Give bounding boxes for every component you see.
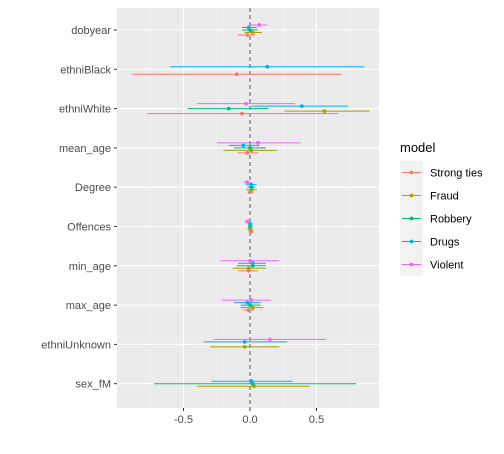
legend: model Strong ties Fraud Robbery Drugs Violen… bbox=[400, 140, 483, 276]
point-estimate bbox=[234, 72, 239, 77]
legend-entries: Strong ties Fraud Robbery Drugs Violent bbox=[400, 161, 483, 276]
x-tick-label: 0.0 bbox=[242, 414, 257, 426]
y-tick-label: Offences bbox=[67, 222, 111, 234]
y-tick-label: ethniWhite bbox=[59, 104, 111, 116]
y-tick-label: Degree bbox=[75, 182, 111, 194]
y-tick-label: ethniBlack bbox=[60, 64, 111, 76]
y-tick-label: dobyear bbox=[71, 25, 111, 37]
legend-label: Strong ties bbox=[430, 168, 483, 180]
x-axis-ticks: -0.5 0.0 0.5 bbox=[174, 408, 324, 426]
legend-key-point bbox=[409, 216, 414, 221]
series-group bbox=[196, 23, 326, 342]
y-tick-label: sex_fM bbox=[76, 379, 111, 391]
point-estimate bbox=[256, 141, 260, 145]
point-estimate bbox=[226, 106, 231, 111]
legend-key-point bbox=[409, 193, 414, 198]
point-estimate bbox=[249, 379, 254, 384]
point-estimate bbox=[268, 337, 272, 342]
y-tick-label: mean_age bbox=[59, 143, 111, 155]
point-estimate bbox=[299, 104, 304, 108]
point-estimate bbox=[244, 101, 248, 106]
legend-label: Robbery bbox=[430, 214, 472, 226]
point-estimate bbox=[245, 33, 250, 37]
point-estimate bbox=[245, 151, 250, 155]
series-group bbox=[154, 28, 357, 386]
series-group bbox=[131, 33, 342, 312]
legend-label: Drugs bbox=[430, 237, 460, 249]
point-estimate bbox=[248, 222, 252, 226]
y-axis-ticks: dobyear ethniBlack ethniWhite mean_age Degre… bbox=[41, 25, 117, 391]
plot-panel bbox=[117, 8, 379, 408]
legend-key-point bbox=[409, 170, 414, 175]
x-tick-label: -0.5 bbox=[174, 414, 193, 426]
point-estimate bbox=[241, 143, 246, 148]
point-estimate bbox=[242, 345, 247, 349]
point-estimate bbox=[249, 298, 254, 302]
point-estimate bbox=[246, 25, 251, 30]
legend-key-point bbox=[409, 239, 414, 244]
x-tick-label: 0.5 bbox=[309, 414, 324, 426]
point-estimate bbox=[250, 305, 255, 310]
point-estimate bbox=[250, 261, 255, 266]
point-estimate bbox=[257, 23, 262, 27]
point-estimate bbox=[248, 303, 252, 307]
point-estimate bbox=[248, 258, 252, 263]
point-estimate bbox=[246, 308, 251, 312]
legend-title: model bbox=[400, 140, 436, 155]
point-estimate bbox=[246, 266, 251, 271]
point-estimate bbox=[240, 111, 244, 116]
point-estimate bbox=[248, 146, 252, 150]
y-tick-label: ethniUnknown bbox=[41, 339, 111, 351]
legend-label: Violent bbox=[430, 260, 463, 272]
y-tick-label: max_age bbox=[66, 300, 111, 312]
point-estimate bbox=[265, 64, 270, 69]
point-estimate bbox=[245, 219, 250, 224]
point-estimate bbox=[245, 300, 250, 305]
point-estimate bbox=[242, 340, 247, 344]
series-marks bbox=[131, 23, 370, 389]
y-tick-label: min_age bbox=[69, 261, 111, 273]
point-estimate bbox=[322, 109, 327, 113]
point-estimate bbox=[250, 30, 255, 35]
point-estimate bbox=[245, 180, 250, 185]
legend-key-point bbox=[409, 262, 414, 267]
legend-label: Fraud bbox=[430, 191, 459, 203]
series-group bbox=[170, 25, 365, 384]
series-group bbox=[196, 30, 370, 389]
point-estimate bbox=[249, 182, 254, 187]
